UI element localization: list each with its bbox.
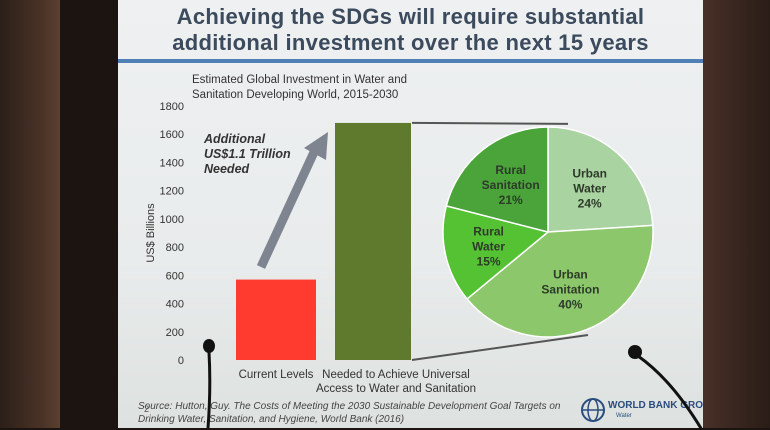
slide: Achieving the SDGs will require substant… xyxy=(118,0,703,428)
x-tick-label: Current Levels xyxy=(239,369,314,381)
annotation-label: Needed xyxy=(204,162,250,176)
y-tick-label: 400 xyxy=(166,299,184,311)
projector-frame-left xyxy=(0,0,60,428)
y-tick-label: 1600 xyxy=(160,129,184,141)
pie-slice xyxy=(442,204,550,300)
bar xyxy=(335,122,411,360)
pie-label: Sanitation xyxy=(482,178,540,192)
pie-slice xyxy=(547,126,654,233)
pie-label: Water xyxy=(573,182,606,196)
connector-line-bottom xyxy=(411,334,589,361)
increase-arrow-shaft xyxy=(256,148,320,269)
slide-title: Achieving the SDGs will require substant… xyxy=(118,4,703,56)
y-axis-label: US$ Billions xyxy=(145,203,157,263)
globe-icon xyxy=(581,398,605,422)
y-tick-label: 1000 xyxy=(160,214,184,226)
annotation-label: US$1.1 Trillion xyxy=(204,147,291,161)
title-rule xyxy=(118,59,703,63)
pie-slice xyxy=(466,224,654,338)
pie-label: 15% xyxy=(477,254,501,268)
pie-label: 40% xyxy=(558,298,582,312)
increase-arrow-head xyxy=(304,132,328,160)
bar xyxy=(236,279,316,360)
pie-label: Urban xyxy=(553,268,588,282)
page-number: 2 xyxy=(144,404,150,414)
chart-title: Estimated Global Investment in Water and… xyxy=(192,73,432,103)
pie-label: Urban xyxy=(572,167,607,181)
world-bank-logo: WORLD BANK GROUP Water xyxy=(580,395,703,425)
y-tick-label: 200 xyxy=(166,327,184,339)
projector-frame-right xyxy=(695,0,770,428)
x-tick-label: Needed to Achieve Universal xyxy=(322,369,470,381)
annotation-label: Additional xyxy=(203,132,266,146)
y-tick-label: 800 xyxy=(166,242,184,254)
logo-text: WORLD BANK GROUP xyxy=(608,400,703,411)
chart-canvas: 0 200 400 600 800 1000 1200 1400 1600 1800 US$ Bil… xyxy=(145,101,654,395)
y-tick-label: 1800 xyxy=(160,101,184,113)
pie-label: 21% xyxy=(499,193,523,207)
pie-label: Rural xyxy=(473,224,504,238)
pie-label: Water xyxy=(472,239,505,253)
chart-title-line2: Sanitation Developing World, 2015-2030 xyxy=(192,89,399,101)
microphone-left xyxy=(203,339,215,428)
connector-line-top xyxy=(411,121,569,125)
source-note: Source: Hutton, Guy. The Costs of Meetin… xyxy=(138,401,561,425)
logo-subtext: Water xyxy=(616,413,632,419)
pie-label: Rural xyxy=(495,163,526,177)
pie-label: 24% xyxy=(578,197,602,211)
y-tick-label: 1200 xyxy=(160,186,184,198)
y-tick-label: 1400 xyxy=(160,157,184,169)
slide-title-line2: additional investment over the next 15 y… xyxy=(172,30,649,55)
y-tick-label: 0 xyxy=(178,355,184,367)
pie-label: Sanitation xyxy=(541,283,599,297)
chart-title-line1: Estimated Global Investment in Water and xyxy=(192,74,407,86)
microphone-right xyxy=(628,345,704,430)
y-tick-label: 600 xyxy=(166,270,184,282)
x-tick-label: Access to Water and Sanitation xyxy=(316,383,476,395)
slide-title-line1: Achieving the SDGs will require substant… xyxy=(176,4,645,29)
pie-slice xyxy=(445,126,549,233)
